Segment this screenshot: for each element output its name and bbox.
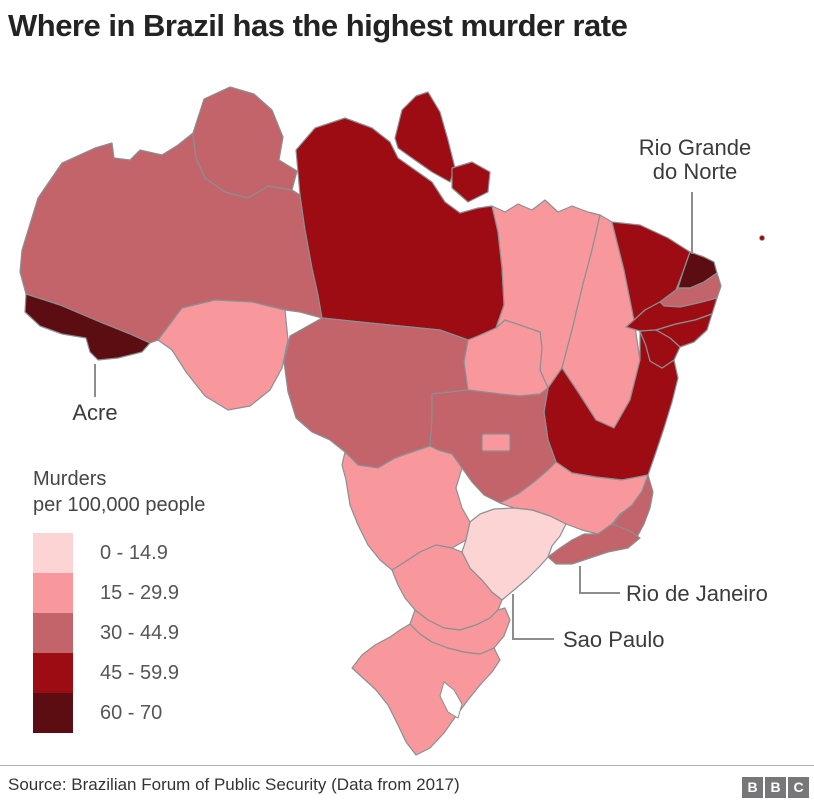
legend-swatch-0	[33, 533, 73, 573]
legend-swatch-3	[33, 653, 73, 693]
legend-row-2: 30 - 44.9	[33, 613, 205, 653]
state-roraima	[192, 86, 298, 199]
legend-row-0: 0 - 14.9	[33, 533, 205, 573]
legend-bins: 0 - 14.9 15 - 29.9 30 - 44.9 45 - 59.9 60 - …	[33, 533, 205, 733]
legend-bin-label: 45 - 59.9	[100, 661, 179, 684]
legend-row-1: 15 - 29.9	[33, 573, 205, 613]
chart-title: Where in Brazil has the highest murder r…	[8, 8, 628, 43]
annotation-sao-paulo: Sao Paulo	[563, 627, 665, 652]
legend-swatch-1	[33, 573, 73, 613]
legend-swatch-2	[33, 613, 73, 653]
legend-bin-label: 30 - 44.9	[100, 621, 179, 644]
bbc-logo-block-b2: B	[765, 777, 786, 798]
legend-row-4: 60 - 70	[33, 693, 205, 733]
legend-title-line2: per 100,000 people	[33, 494, 206, 516]
legend: Murders per 100,000 people 0 - 14.9 15 - …	[33, 466, 205, 733]
legend-bin-label: 60 - 70	[100, 701, 163, 724]
legend-bin-label: 0 - 14.9	[100, 541, 168, 564]
legend-title-line1: Murders	[33, 468, 107, 490]
state-sergipe	[639, 329, 681, 369]
state-acre	[24, 293, 151, 361]
legend-row-3: 45 - 59.9	[33, 653, 205, 693]
state-distrito-federal	[481, 433, 511, 452]
fernando-de-noronha-island	[759, 235, 765, 241]
source-text: Source: Brazilian Forum of Public Securi…	[8, 775, 460, 794]
annotation-rio-de-janeiro: Rio de Janeiro	[626, 581, 768, 606]
lagoa-dos-patos-lagoon	[439, 681, 463, 719]
state-rio-de-janeiro	[547, 523, 641, 565]
bbc-logo-block-b1: B	[742, 777, 763, 798]
state-rondonia	[157, 299, 289, 411]
state-santa-catarina	[409, 607, 511, 655]
state-amapa	[394, 91, 456, 183]
footer-divider	[0, 765, 814, 766]
bbc-logo-block-c: C	[788, 777, 809, 798]
sao-paulo-leader-line	[512, 594, 554, 640]
bbc-logo: B B C	[742, 777, 809, 798]
state-sao-paulo	[461, 507, 567, 601]
rio-de-janeiro-leader-line	[579, 566, 620, 594]
annotation-rio-grande-do-norte: Rio Grande do Norte	[638, 135, 752, 184]
state-para-marajo-island	[451, 161, 491, 203]
legend-bin-label: 15 - 29.9	[100, 581, 179, 604]
state-para	[295, 117, 505, 341]
legend-swatch-4	[33, 693, 73, 733]
annotation-acre: Acre	[72, 400, 118, 425]
